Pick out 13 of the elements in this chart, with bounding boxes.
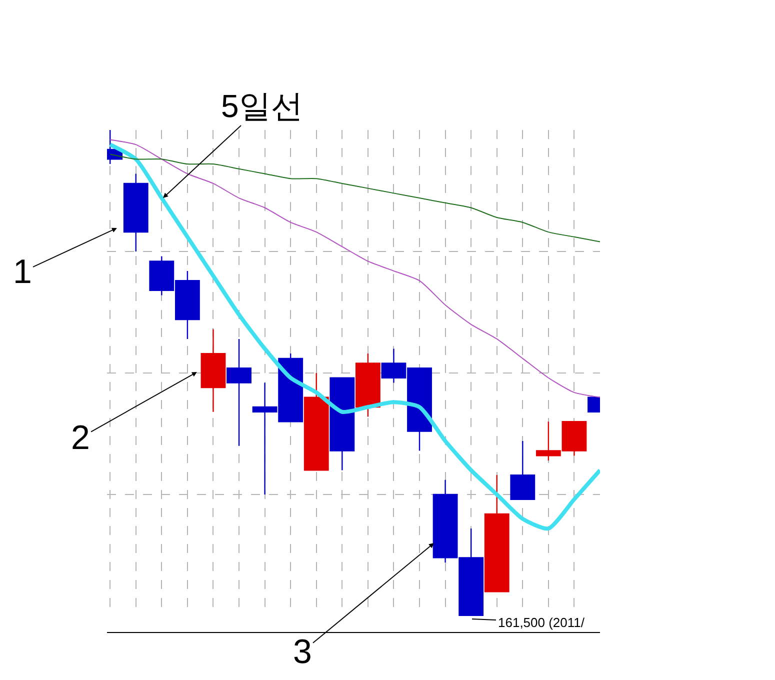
candlestick <box>510 440 536 500</box>
text: 1 <box>13 253 32 291</box>
annotation: 161,500 (2011/ <box>498 615 585 630</box>
candlestick <box>355 352 380 418</box>
candlestick <box>330 377 355 471</box>
candlestick <box>200 328 226 412</box>
candlestick <box>304 372 329 471</box>
candlestick <box>226 338 252 446</box>
text: 3 <box>293 633 312 671</box>
text: 2 <box>71 419 90 457</box>
candlestick <box>123 173 148 252</box>
candlestick <box>484 474 510 592</box>
text: 5일선 <box>221 88 303 124</box>
